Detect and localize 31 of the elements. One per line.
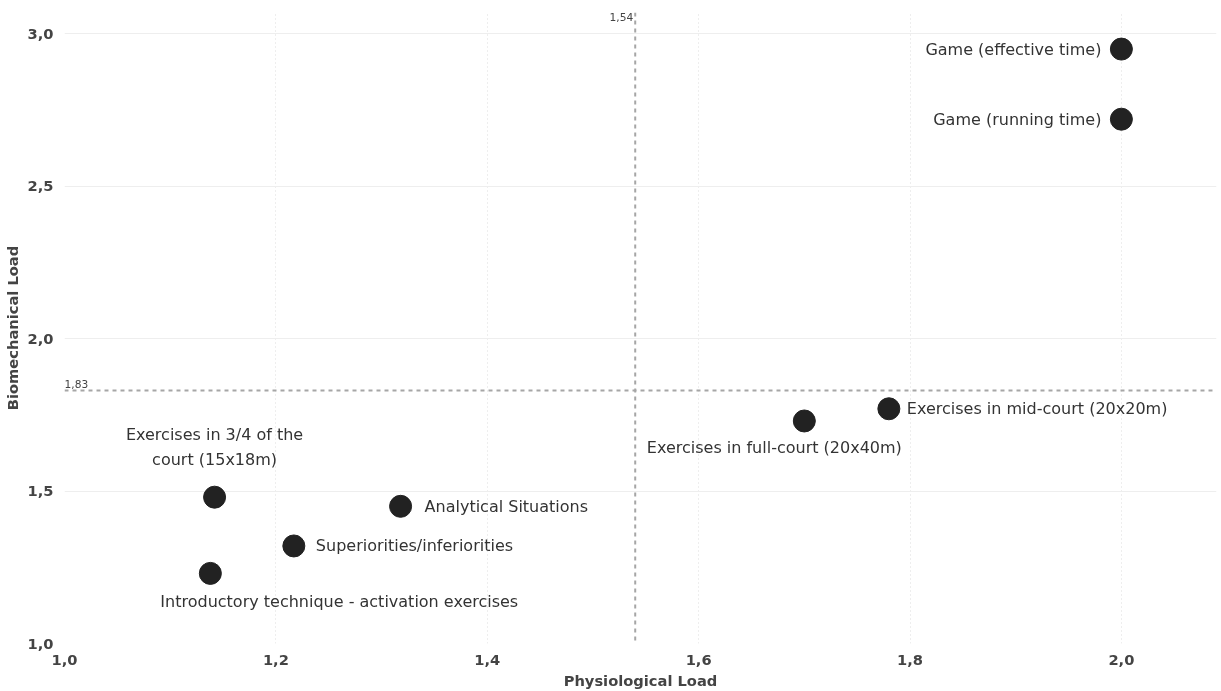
series-label: Analytical Situations: [424, 496, 589, 516]
series-label: Exercises in mid-court (20x20m): [906, 399, 1168, 419]
y-tick-label: 2,0: [27, 329, 54, 347]
y-tick-label: 3,0: [27, 24, 54, 42]
series-label: Superiorities/inferiorities: [315, 536, 514, 556]
series-label: Game (effective time): [925, 39, 1102, 59]
y-tick-label: 2,5: [27, 177, 54, 195]
ref-line-label: 1,54: [609, 10, 634, 24]
y-axis-title: Biomechanical Load: [3, 245, 21, 411]
point: [792, 409, 816, 433]
y-tick-label: 1,0: [27, 634, 54, 652]
x-tick-label: 2,0: [1108, 650, 1135, 668]
point: [389, 494, 413, 518]
point: [1109, 107, 1133, 131]
point: [282, 534, 306, 558]
text: Exercises in 3/4 of the court (15x18m): [125, 425, 304, 470]
ref-line-label: 1,83: [64, 378, 89, 392]
point: [198, 561, 222, 585]
x-tick-label: 1,2: [262, 650, 289, 668]
x-tick-label: 1,8: [897, 650, 923, 668]
x-tick-label: 1,6: [685, 650, 712, 668]
point: [203, 485, 227, 509]
x-axis-title: Physiological Load: [563, 671, 718, 689]
y-tick-label: 1,5: [27, 482, 54, 500]
x-tick-label: 1,4: [474, 650, 501, 668]
series-label: Exercises in full-court (20x40m): [646, 438, 902, 458]
point: [877, 397, 901, 421]
point: [1109, 37, 1133, 61]
x-tick-label: 1,0: [51, 650, 78, 668]
text: Introductory technique - activation exercises: [160, 591, 519, 611]
series-label: Game (running time): [933, 109, 1102, 129]
